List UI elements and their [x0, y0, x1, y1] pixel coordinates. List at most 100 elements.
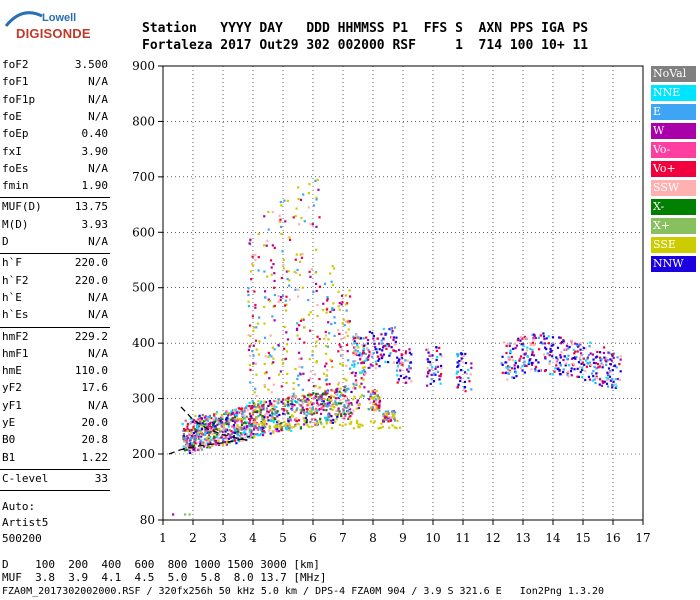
echo-point — [380, 342, 384, 345]
echo-point — [215, 443, 218, 446]
echo-point — [348, 417, 351, 420]
echo-point — [347, 387, 350, 390]
echo-point — [389, 418, 392, 421]
echo-point — [322, 400, 325, 403]
echo-point — [456, 385, 460, 389]
echo-point — [251, 436, 254, 439]
echo-point — [271, 346, 274, 349]
echo-point — [344, 294, 347, 297]
echo-point — [350, 402, 353, 405]
echo-point — [190, 431, 193, 434]
echo-point — [537, 336, 540, 339]
echo-point — [365, 357, 368, 360]
echo-point — [299, 253, 302, 256]
echo-point — [283, 424, 286, 428]
echo-point — [274, 410, 277, 414]
echo-point — [328, 332, 331, 335]
echo-point — [356, 421, 359, 424]
echo-point — [374, 348, 377, 351]
echo-point — [267, 228, 270, 231]
echo-point — [300, 216, 303, 220]
echo-point — [308, 406, 312, 409]
echo-point — [353, 340, 356, 343]
echo-point — [183, 436, 186, 439]
echo-point — [609, 358, 612, 361]
echo-point — [309, 377, 312, 380]
station-header: Station YYYY DAY DDD HHMMSS P1 FFS S AXN… — [142, 20, 588, 54]
echo-point — [271, 430, 275, 433]
echo-point — [319, 394, 322, 397]
echo-point — [369, 363, 372, 366]
echo-point — [256, 427, 259, 430]
echo-point — [236, 430, 239, 433]
echo-point — [277, 399, 281, 402]
echo-point — [290, 395, 293, 398]
echo-point — [296, 398, 300, 401]
echo-point — [326, 296, 329, 299]
echo-point — [284, 299, 287, 302]
echo-point — [237, 440, 240, 443]
echo-point — [323, 365, 327, 368]
echo-point — [299, 408, 302, 411]
echo-point — [320, 407, 323, 410]
echo-point — [268, 426, 271, 430]
echo-point — [266, 416, 269, 419]
echo-point — [354, 387, 357, 390]
echo-point — [273, 246, 276, 249]
echo-point — [208, 434, 211, 437]
echo-point — [327, 413, 330, 416]
echo-point — [612, 383, 615, 387]
echo-point — [521, 369, 524, 372]
echo-point — [514, 371, 518, 374]
echo-point — [362, 378, 365, 381]
echo-point — [392, 416, 395, 420]
echo-point — [186, 428, 189, 431]
echo-point — [288, 238, 292, 241]
echo-point — [210, 426, 213, 429]
echo-point — [352, 337, 356, 340]
echo-point — [570, 362, 574, 366]
echo-point — [247, 300, 250, 303]
echo-point — [405, 375, 408, 378]
echo-point — [271, 412, 274, 415]
echo-point — [264, 425, 267, 429]
echo-point — [224, 430, 227, 433]
echo-point — [196, 419, 199, 422]
echo-point — [567, 354, 570, 357]
echo-point — [310, 418, 314, 421]
echo-point — [251, 255, 254, 258]
echo-point — [456, 355, 459, 358]
echo-point — [289, 417, 292, 421]
echo-point — [240, 421, 244, 425]
echo-point — [376, 408, 379, 411]
echo-point — [271, 417, 275, 420]
echo-point — [356, 350, 359, 353]
echo-point — [311, 223, 314, 226]
echo-point — [378, 398, 381, 401]
echo-point — [284, 408, 287, 411]
echo-point — [270, 273, 273, 276]
echo-point — [468, 380, 471, 383]
echo-point — [388, 328, 391, 331]
echo-point — [352, 387, 355, 390]
echo-point — [616, 356, 619, 359]
echo-point — [259, 433, 262, 436]
echo-point — [438, 346, 441, 350]
echo-point — [323, 389, 327, 392]
echo-point — [311, 413, 314, 416]
x-tick-label: 9 — [399, 531, 407, 545]
echo-point — [513, 364, 516, 367]
model-profile-lower — [168, 435, 251, 455]
echo-point — [273, 272, 276, 275]
echo-point — [182, 434, 186, 437]
echo-point — [205, 431, 208, 434]
echo-point — [595, 372, 598, 375]
echo-point — [299, 411, 303, 414]
echo-point — [194, 430, 197, 433]
echo-point — [197, 433, 200, 436]
echo-point — [210, 417, 213, 420]
y-tick-label: 400 — [132, 336, 155, 350]
echo-point — [295, 417, 298, 420]
echo-point — [528, 359, 531, 362]
echo-point — [188, 449, 191, 452]
